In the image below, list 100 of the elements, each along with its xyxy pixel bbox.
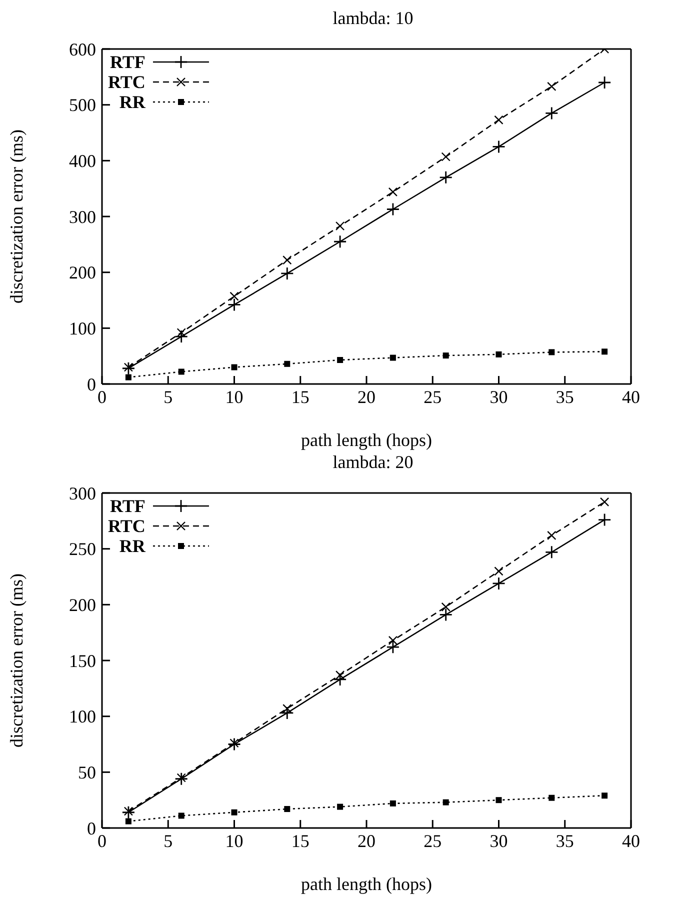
y-tick-label: 300 [69, 206, 96, 227]
y-tick-label: 600 [69, 39, 96, 60]
x-tick-label: 15 [291, 830, 310, 851]
point [337, 804, 344, 810]
y-tick-label: 200 [69, 262, 96, 283]
point [388, 187, 398, 197]
legend-label: RR [119, 536, 146, 556]
point [441, 602, 450, 612]
point [547, 82, 556, 92]
point [284, 806, 290, 812]
x-tick-label: 35 [556, 830, 574, 851]
point [548, 794, 555, 801]
x-tick-label: 15 [291, 386, 310, 407]
point [439, 608, 453, 622]
legend-label: RTF [110, 52, 146, 72]
point [125, 374, 132, 380]
point [494, 566, 504, 576]
y-axis-title: discretization error (ms) [6, 574, 26, 748]
legend-label: RTC [108, 516, 146, 536]
point [230, 738, 239, 748]
x-tick-label: 40 [622, 830, 640, 851]
point [386, 640, 400, 654]
point [228, 738, 241, 751]
chart-title: lambda: 20 [332, 452, 414, 474]
x-axis-title: path length (hops) [301, 874, 432, 894]
x-tick-label: 20 [358, 830, 376, 851]
point [548, 349, 555, 356]
point [492, 576, 506, 590]
point [335, 221, 345, 231]
point [284, 360, 290, 367]
point [600, 497, 610, 507]
y-tick-label: 50 [78, 762, 96, 783]
point [494, 115, 504, 125]
point [122, 806, 136, 820]
point [124, 806, 134, 816]
x-tick-label: 10 [225, 830, 244, 851]
y-tick-label: 100 [69, 706, 96, 727]
point [176, 773, 186, 782]
legend-label: RTC [108, 72, 146, 92]
x-tick-label: 30 [490, 830, 508, 851]
y-tick-label: 500 [69, 95, 96, 116]
y-tick-label: 200 [69, 595, 96, 616]
point [492, 140, 506, 154]
point [124, 362, 134, 372]
point [228, 298, 241, 312]
point [442, 799, 449, 806]
x-tick-label: 10 [225, 386, 244, 407]
point [390, 800, 396, 806]
point [280, 266, 294, 280]
point [602, 348, 608, 355]
point [598, 76, 612, 90]
x-tick-label: 25 [424, 830, 442, 851]
point [178, 812, 184, 819]
point [388, 636, 398, 645]
x-tick-label: 20 [358, 386, 376, 407]
x-tick-label: 5 [164, 386, 173, 407]
y-tick-label: 100 [69, 318, 96, 339]
x-tick-label: 35 [556, 386, 574, 407]
point [280, 706, 294, 720]
point [282, 255, 292, 265]
point [390, 354, 396, 361]
point [544, 545, 558, 559]
legend-label: RTF [110, 496, 146, 516]
y-tick-label: 250 [69, 539, 96, 560]
x-tick-label: 30 [490, 386, 508, 407]
point [174, 772, 188, 786]
point [544, 106, 558, 120]
y-tick-label: 400 [69, 151, 96, 172]
point [125, 818, 132, 824]
y-tick-label: 0 [87, 818, 96, 838]
x-tick-label: 25 [424, 386, 442, 407]
point [333, 672, 347, 686]
x-axis-title: path length (hops) [301, 430, 432, 450]
x-tick-label: 40 [622, 386, 640, 407]
x-tick-label: 5 [164, 830, 173, 851]
point [337, 356, 344, 363]
point [598, 513, 612, 526]
point [230, 292, 239, 301]
point [439, 170, 453, 184]
point [174, 330, 188, 344]
point [178, 368, 184, 375]
point [602, 792, 608, 799]
y-tick-label: 300 [69, 483, 96, 504]
point [496, 797, 502, 804]
point [441, 152, 450, 162]
point [231, 809, 238, 816]
y-axis-title: discretization error (ms) [6, 130, 26, 304]
y-tick-label: 150 [69, 650, 96, 671]
point [333, 234, 347, 248]
point [442, 352, 449, 359]
point [496, 351, 502, 358]
y-tick-label: 0 [87, 374, 96, 394]
point [122, 362, 136, 376]
point [335, 670, 345, 680]
point [282, 704, 292, 714]
legend-label: RR [119, 92, 146, 112]
point [386, 202, 400, 216]
point [547, 530, 556, 540]
chart-title: lambda: 10 [332, 8, 414, 30]
point [231, 364, 238, 370]
